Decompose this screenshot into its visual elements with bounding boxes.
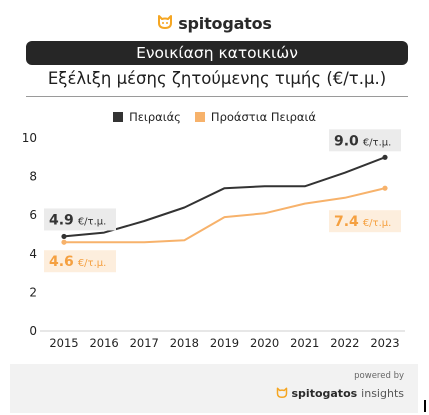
x-tick-label: 2016 (89, 336, 118, 350)
legend-item-series-1: Πειραιάς (113, 110, 181, 124)
brand-name: spitogatos (178, 13, 272, 33)
y-tick-label: 8 (29, 170, 37, 184)
data-label-box-1 (329, 129, 401, 152)
y-tick-label: 0 (29, 324, 37, 338)
chart-legend: Πειραιάς Προάστια Πειραιά (0, 110, 429, 124)
footer-brand-bold: spitogatos (291, 387, 358, 400)
legend-label-series-2: Προάστια Πειραιά (210, 110, 316, 124)
footer: powered by spitogatos insights (10, 364, 418, 413)
x-tick-label: 2021 (290, 336, 319, 350)
data-label-2: 7.4 €/τ.μ. (334, 214, 391, 230)
line-chart: 0 2 4 6 8 10 2015 2016 2017 2018 2019 2020 2021 2022 2… (22, 129, 405, 350)
data-label-box-1 (44, 208, 116, 231)
x-tick-label: 2017 (130, 336, 159, 350)
cat-head-icon (276, 386, 288, 401)
series-line-1 (63, 156, 386, 238)
chart-title: Ενοικίαση κατοικιών (26, 41, 408, 65)
x-tick-label: 2015 (49, 336, 78, 350)
data-label-1: 9.0 €/τ.μ. (334, 133, 391, 149)
series-line-2 (64, 187, 386, 244)
legend-swatch-series-1 (113, 112, 124, 122)
brand-header: spitogatos (0, 10, 429, 36)
cat-head-icon (157, 13, 173, 33)
data-label-2: 4.6 €/τ.μ. (49, 254, 106, 270)
legend-swatch-series-2 (194, 112, 205, 122)
powered-by-label: powered by (354, 371, 404, 381)
chart-subtitle: Εξέλιξη μέσης ζητούμενης τιμής (€/τ.μ.) (47, 69, 387, 88)
x-tick-label: 2023 (370, 336, 399, 350)
x-tick-label: 2018 (170, 336, 199, 350)
data-label-box-2 (44, 250, 116, 273)
data-point-1 (382, 154, 388, 160)
data-label-box-2 (329, 210, 401, 233)
y-tick-label: 6 (29, 208, 37, 222)
y-tick-label: 10 (22, 131, 37, 145)
data-point-1 (61, 233, 67, 240)
text-cursor (424, 400, 426, 412)
data-label-1: 4.9 €/τ.μ. (49, 212, 106, 228)
title-divider (26, 96, 408, 97)
x-tick-label: 2019 (210, 336, 239, 350)
x-tick-label: 2022 (330, 336, 359, 350)
legend-item-series-2: Προάστια Πειραιά (194, 110, 316, 124)
legend-label-series-1: Πειραιάς (129, 110, 181, 124)
x-tick-label: 2020 (250, 336, 279, 350)
data-point-2 (382, 185, 388, 191)
y-tick-label: 4 (29, 247, 37, 261)
data-point-2 (61, 239, 67, 245)
footer-brand-light: insights (361, 387, 404, 400)
footer-brand: spitogatos insights (276, 386, 404, 401)
y-tick-label: 2 (29, 285, 37, 299)
